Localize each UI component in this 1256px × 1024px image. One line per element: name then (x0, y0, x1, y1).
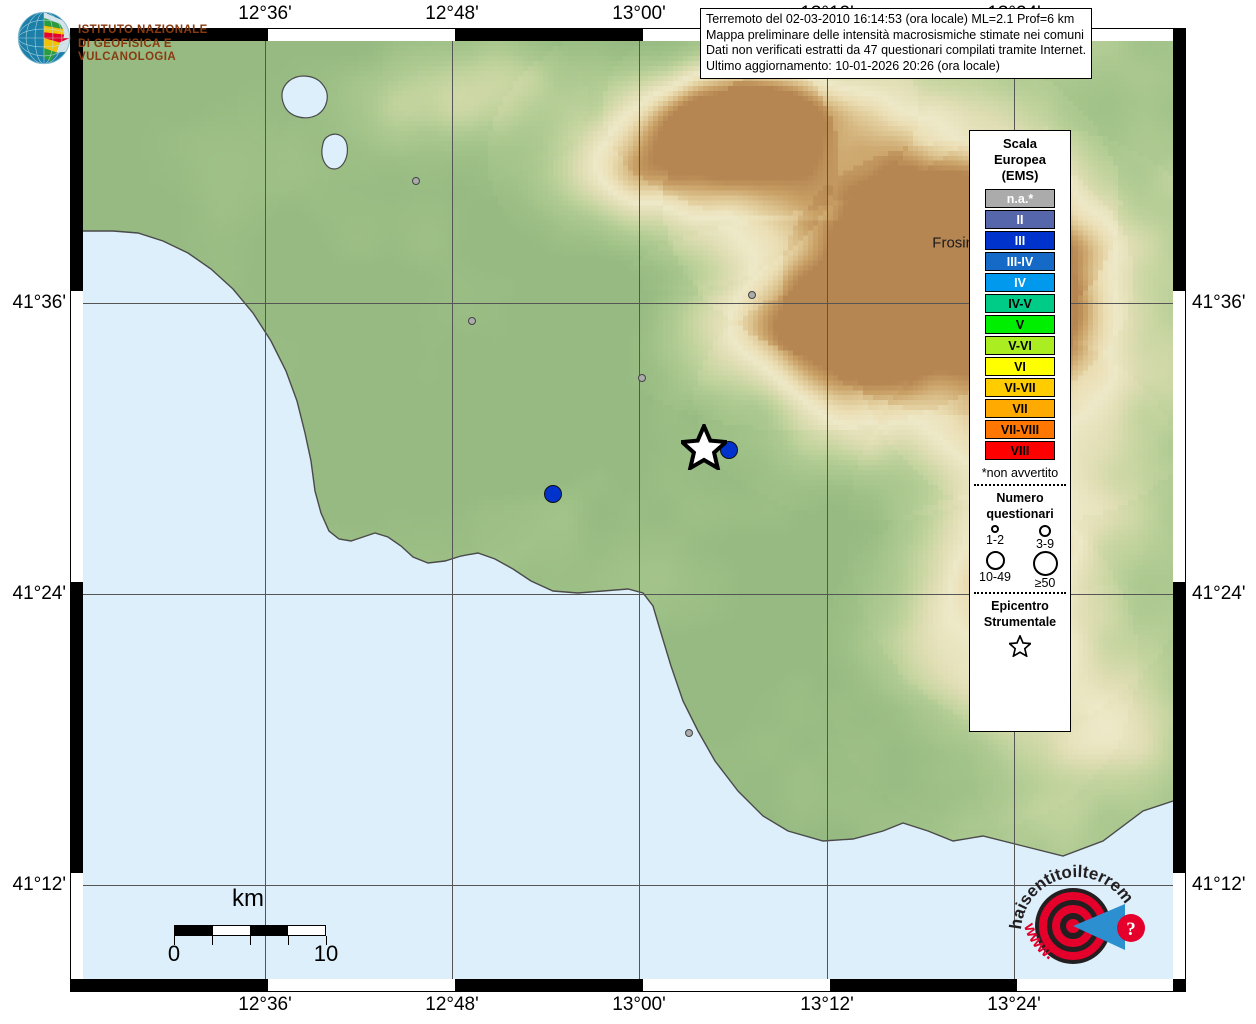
legend-count-title: Numero questionari (970, 486, 1070, 523)
legend-swatch-vi-vii: VI-VII (985, 378, 1055, 397)
lon-tick-label-bottom-0: 12°36' (238, 994, 292, 1015)
intensity-marker[interactable] (544, 485, 562, 503)
lon-tick-label-top-0: 12°36' (238, 3, 292, 24)
hsit-wedge-icon (1073, 904, 1125, 950)
legend-swatch-vi: VI (985, 357, 1055, 376)
legend-epicenter-line2: Strumentale (983, 615, 1057, 629)
legend-divider-2 (974, 592, 1066, 594)
ingv-logo: ISTITUTO NAZIONALE DI GEOFISICA E VULCAN… (16, 8, 266, 70)
hsit-question-badge (1117, 914, 1145, 942)
legend-count-cell: 1-2 (970, 525, 1020, 551)
epicenter-star-icon (681, 424, 727, 470)
lon-tick-label-bottom-3: 13°12' (800, 994, 854, 1015)
legend-count-label: 1-2 (985, 533, 1005, 547)
legend-title: Scala Europea (EMS) (970, 131, 1070, 187)
intensity-marker[interactable] (748, 291, 756, 299)
legend-epicenter-symbol (970, 631, 1070, 666)
legend-swatch-iv: IV (985, 273, 1055, 292)
legend-count-label: 3-9 (1035, 537, 1055, 551)
legend-swatch-vii-viii: VII-VIII (985, 420, 1055, 439)
legend-questionnaire-counts: 1-2 3-9 10-49 ≥50 (970, 523, 1070, 592)
legend-epicenter-title: Epicentro Strumentale (970, 594, 1070, 631)
frame-band-bottom (71, 979, 1185, 991)
legend-swatch-vii: VII (985, 399, 1055, 418)
legend-count-circle (991, 525, 999, 533)
intensity-marker[interactable] (412, 177, 420, 185)
scale-bar: km 0 10 (160, 885, 360, 975)
legend-count-circle (985, 551, 1005, 570)
legend-swatch-iii: III (985, 231, 1055, 250)
lat-tick-label-left-2: 41°12' (12, 874, 67, 895)
hsit-question-mark: ? (1126, 919, 1136, 940)
legend-swatch-n-a-: n.a.* (985, 189, 1055, 208)
lat-tick-label-right-0: 41°36' (1192, 292, 1246, 313)
lon-tick-label-bottom-1: 12°48' (425, 994, 479, 1015)
info-line-updated: Ultimo aggiornamento: 10-01-2026 20:26 (… (706, 58, 1000, 73)
legend-count-cell: 3-9 (1020, 525, 1070, 551)
legend-intensity-scale: n.a.* II III III-IV IV IV-V V V-VI VI VI-VII VII VI… (970, 189, 1070, 460)
frame-band-right (1173, 29, 1185, 991)
frame-band-left (71, 29, 83, 991)
intensity-marker[interactable] (685, 729, 693, 737)
info-line-data: Dati non verificati estratti da 47 quest… (706, 43, 1087, 57)
lon-tick-label-top-2: 13°00' (612, 3, 666, 24)
lake-martignano (321, 133, 348, 170)
legend-footnote: *non avvertito (981, 466, 1059, 480)
info-line-map: Mappa preliminare delle intensità macros… (706, 27, 1084, 42)
legend-swatch-iii-iv: III-IV (985, 252, 1055, 271)
lon-tick-label-top-1: 12°48' (425, 3, 479, 24)
legend-epicenter-line1: Epicentro (991, 599, 1049, 613)
legend-divider-1 (974, 484, 1066, 486)
legend-count-cell: ≥50 (1020, 551, 1070, 590)
legend-title-line3: (EMS) (1001, 168, 1039, 183)
legend-count-cell: 10-49 (970, 551, 1020, 590)
legend-panel: Scala Europea (EMS) n.a.* II III III-IV IV IV… (969, 130, 1071, 732)
legend-count-title-line2: questionari (986, 507, 1054, 521)
lat-tick-label-right-1: 41°24' (1192, 583, 1246, 604)
legend-star-icon (1007, 633, 1033, 658)
lat-tick-label-right-2: 41°12' (1192, 874, 1246, 895)
legend-count-title-line1: Numero (996, 491, 1044, 505)
haisentitoilterremoto-logo[interactable]: ? haisentitoilterremoto.it www. (1003, 858, 1153, 988)
lon-tick-label-bottom-4: 13°24' (987, 994, 1041, 1015)
legend-count-label: 10-49 (979, 570, 1011, 584)
legend-count-label: ≥50 (1034, 576, 1056, 590)
lon-tick-label-bottom-2: 13°00' (612, 994, 666, 1015)
earthquake-info-box: Terremoto del 02-03-2010 16:14:53 (ora l… (700, 8, 1093, 79)
legend-swatch-v: V (985, 315, 1055, 334)
legend-count-circle (1039, 525, 1051, 537)
lake-bracciano (281, 75, 328, 119)
intensity-marker[interactable] (468, 317, 476, 325)
legend-title-line1: Scala (1003, 136, 1037, 151)
lat-tick-label-left-0: 41°36' (12, 292, 67, 313)
ingv-logo-line2: DI GEOFISICA E VULCANOLOGIA (78, 37, 177, 64)
scale-bar-unit: km (232, 885, 264, 912)
ingv-logo-line1: ISTITUTO NAZIONALE (78, 24, 208, 36)
legend-title-line2: Europea (993, 152, 1046, 167)
legend-count-circle (1032, 551, 1058, 576)
intensity-marker[interactable] (638, 374, 646, 382)
globe-icon (17, 11, 71, 65)
scale-bar-min-label: 0 (167, 941, 181, 966)
lat-tick-label-left-1: 41°24' (12, 583, 67, 604)
legend-swatch-v-vi: V-VI (985, 336, 1055, 355)
legend-swatch-ii: II (985, 210, 1055, 229)
legend-swatch-viii: VIII (985, 441, 1055, 460)
scale-bar-graphic (174, 925, 326, 936)
ingv-logo-text: ISTITUTO NAZIONALE DI GEOFISICA E VULCAN… (78, 24, 266, 65)
scale-bar-max-label: 10 (313, 941, 339, 966)
coastline (83, 230, 1173, 857)
legend-swatch-iv-v: IV-V (985, 294, 1055, 313)
info-line-event: Terremoto del 02-03-2010 16:14:53 (ora l… (706, 12, 1075, 26)
